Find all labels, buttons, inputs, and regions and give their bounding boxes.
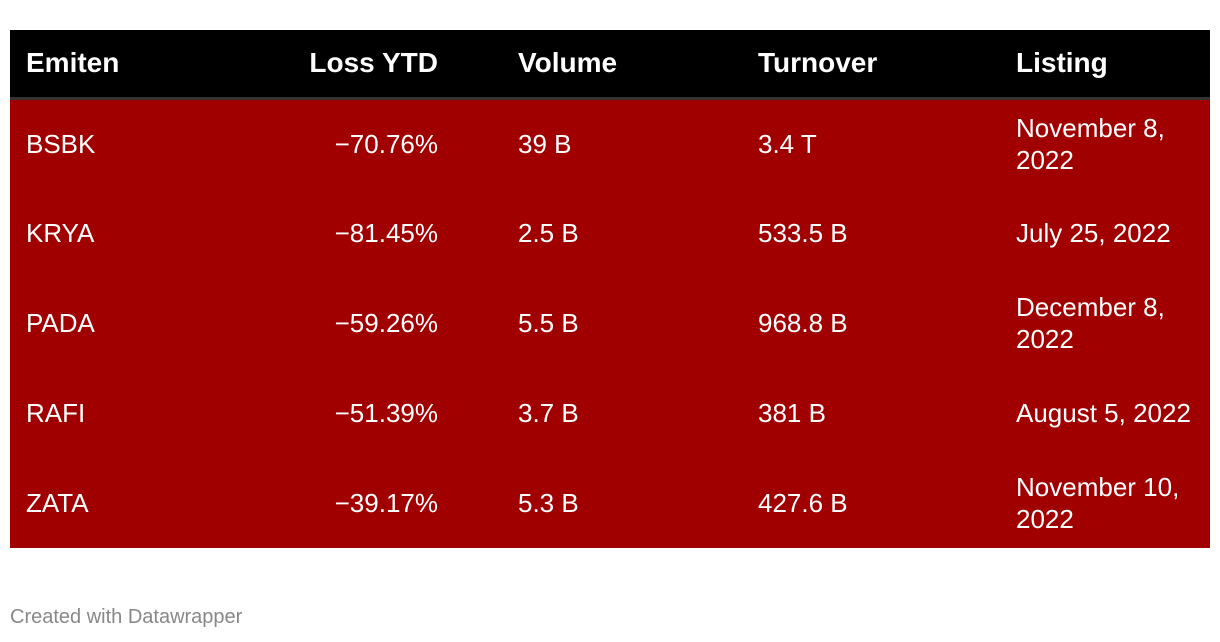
cell-listing: November 8, 2022 xyxy=(1016,112,1165,175)
column-header-listing[interactable]: Listing xyxy=(1000,30,1210,100)
table-row: RAFI −51.39% 3.7 B 381 B August 5, 2022 xyxy=(10,368,1210,458)
cell-listing: August 5, 2022 xyxy=(1016,398,1191,428)
cell-loss-ytd: −70.76% xyxy=(334,128,438,159)
table-header-row: Emiten Loss YTD Volume Turnover Listing xyxy=(10,30,1210,100)
cell-loss-ytd: −51.39% xyxy=(334,398,438,428)
table-row: PADA −59.26% 5.5 B 968.8 B December 8, 2… xyxy=(10,278,1210,368)
cell-emiten: PADA xyxy=(26,308,95,338)
table-row: ZATA −39.17% 5.3 B 427.6 B November 10, … xyxy=(10,458,1210,548)
cell-volume: 39 B xyxy=(518,128,572,159)
cell-turnover: 427.6 B xyxy=(758,488,848,518)
cell-turnover: 3.4 T xyxy=(758,128,817,159)
column-header-emiten[interactable]: Emiten xyxy=(10,30,264,100)
cell-listing: December 8, 2022 xyxy=(1016,292,1165,354)
cell-loss-ytd: −59.26% xyxy=(334,308,438,338)
table-row: KRYA −81.45% 2.5 B 533.5 B July 25, 2022 xyxy=(10,188,1210,278)
cell-volume: 3.7 B xyxy=(518,398,579,428)
cell-turnover: 533.5 B xyxy=(758,218,848,248)
cell-turnover: 381 B xyxy=(758,398,826,428)
cell-listing: July 25, 2022 xyxy=(1016,218,1171,248)
cell-loss-ytd: −81.45% xyxy=(334,218,438,248)
table-row: BSBK −70.76% 39 B 3.4 T November 8, 2022 xyxy=(10,98,1210,188)
column-header-volume[interactable]: Volume xyxy=(502,30,742,100)
cell-loss-ytd: −39.17% xyxy=(334,488,438,518)
cell-emiten: RAFI xyxy=(26,398,86,428)
data-table: Emiten Loss YTD Volume Turnover Listing … xyxy=(10,30,1210,548)
cell-volume: 5.3 B xyxy=(518,488,579,518)
cell-listing: November 10, 2022 xyxy=(1016,472,1180,534)
column-header-loss-ytd[interactable]: Loss YTD xyxy=(264,30,502,100)
cell-emiten: ZATA xyxy=(26,488,89,518)
cell-volume: 2.5 B xyxy=(518,218,579,248)
cell-volume: 5.5 B xyxy=(518,308,579,338)
cell-emiten: KRYA xyxy=(26,218,95,248)
column-header-turnover[interactable]: Turnover xyxy=(742,30,1000,100)
cell-turnover: 968.8 B xyxy=(758,308,848,338)
data-table-container: Emiten Loss YTD Volume Turnover Listing … xyxy=(10,30,1210,548)
cell-emiten: BSBK xyxy=(26,128,96,159)
datawrapper-credit[interactable]: Created with Datawrapper xyxy=(10,606,243,628)
